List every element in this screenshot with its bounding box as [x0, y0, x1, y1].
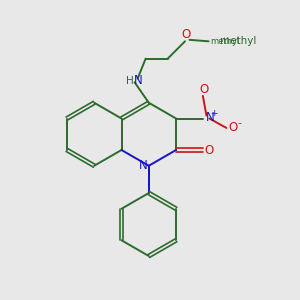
- Text: O: O: [199, 83, 208, 96]
- Text: N: N: [134, 74, 142, 87]
- Text: N: N: [139, 159, 148, 172]
- Text: O: O: [181, 28, 190, 41]
- Text: +: +: [210, 109, 218, 118]
- Text: H: H: [126, 76, 134, 86]
- Text: -: -: [237, 118, 241, 128]
- Text: methyl: methyl: [220, 36, 256, 46]
- Text: N: N: [206, 111, 214, 124]
- Text: O: O: [228, 122, 238, 134]
- Text: O: O: [205, 143, 214, 157]
- Text: methyl: methyl: [210, 37, 239, 46]
